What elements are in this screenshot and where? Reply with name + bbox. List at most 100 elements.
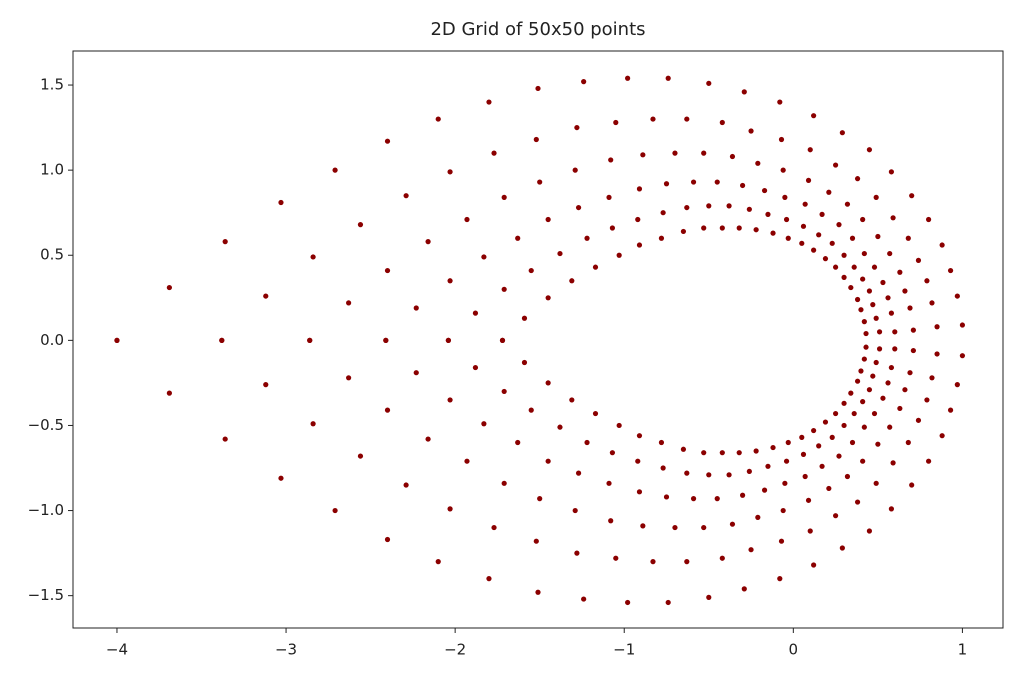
x-tick-label: −3 bbox=[275, 641, 297, 659]
point bbox=[777, 99, 783, 105]
point bbox=[557, 250, 563, 257]
point bbox=[765, 211, 771, 217]
point bbox=[535, 85, 541, 92]
point bbox=[799, 240, 805, 246]
point bbox=[858, 368, 864, 374]
point bbox=[770, 230, 776, 236]
point bbox=[575, 204, 582, 211]
y-tick-label: 1.5 bbox=[40, 76, 64, 94]
point bbox=[876, 346, 883, 352]
point bbox=[521, 359, 528, 366]
point bbox=[592, 410, 599, 417]
point bbox=[888, 364, 895, 371]
point bbox=[833, 264, 839, 270]
point bbox=[384, 267, 391, 274]
point bbox=[491, 524, 497, 531]
point bbox=[819, 211, 825, 217]
point bbox=[613, 555, 619, 561]
point bbox=[778, 538, 785, 544]
point bbox=[875, 233, 881, 240]
point bbox=[849, 235, 856, 241]
point bbox=[472, 364, 479, 371]
point bbox=[719, 555, 725, 561]
point bbox=[777, 576, 783, 582]
point bbox=[740, 182, 746, 189]
point bbox=[278, 475, 284, 481]
point bbox=[545, 295, 551, 301]
point bbox=[606, 194, 612, 200]
point bbox=[753, 227, 759, 233]
point bbox=[726, 472, 732, 478]
point bbox=[332, 507, 338, 514]
point bbox=[802, 473, 808, 480]
point bbox=[569, 397, 575, 403]
point bbox=[848, 284, 854, 291]
point bbox=[660, 210, 666, 216]
point bbox=[785, 439, 791, 446]
point bbox=[616, 252, 622, 258]
point bbox=[741, 89, 747, 95]
x-tick-label: 1 bbox=[958, 641, 968, 659]
point bbox=[780, 167, 786, 173]
point bbox=[851, 410, 857, 417]
point bbox=[501, 388, 507, 395]
point bbox=[841, 274, 847, 280]
chart-title: 2D Grid of 50x50 points bbox=[430, 19, 645, 40]
point bbox=[959, 353, 966, 359]
point bbox=[836, 222, 842, 228]
point bbox=[839, 130, 845, 136]
point bbox=[346, 375, 352, 381]
point bbox=[860, 276, 866, 282]
point bbox=[310, 421, 316, 427]
point bbox=[866, 387, 873, 393]
point bbox=[826, 485, 832, 492]
point bbox=[701, 524, 707, 531]
point bbox=[866, 147, 873, 153]
point bbox=[357, 222, 364, 228]
point bbox=[701, 225, 707, 231]
point bbox=[528, 407, 534, 413]
point bbox=[861, 356, 867, 362]
point bbox=[636, 489, 643, 495]
point bbox=[829, 434, 835, 440]
point bbox=[841, 400, 847, 406]
point bbox=[584, 439, 590, 446]
point bbox=[939, 433, 945, 439]
point bbox=[849, 439, 856, 446]
point bbox=[690, 179, 697, 185]
point bbox=[871, 264, 878, 270]
x-tick-label: 0 bbox=[789, 641, 799, 659]
point bbox=[746, 206, 752, 212]
point bbox=[672, 150, 678, 156]
point bbox=[811, 562, 817, 568]
point bbox=[890, 215, 896, 221]
point bbox=[684, 559, 690, 565]
point bbox=[706, 80, 712, 86]
point bbox=[873, 315, 879, 321]
point bbox=[819, 463, 825, 469]
point bbox=[481, 254, 487, 260]
x-tick-label: −4 bbox=[106, 641, 128, 659]
point bbox=[581, 596, 587, 602]
point bbox=[854, 296, 861, 303]
point bbox=[658, 439, 665, 446]
point bbox=[854, 378, 861, 384]
point bbox=[613, 119, 619, 126]
point bbox=[854, 176, 861, 182]
point bbox=[447, 278, 453, 284]
point bbox=[924, 397, 930, 403]
point bbox=[753, 448, 759, 454]
point bbox=[545, 216, 551, 223]
point bbox=[690, 496, 697, 502]
point bbox=[501, 194, 507, 200]
point bbox=[574, 550, 580, 556]
point bbox=[545, 458, 551, 464]
point bbox=[114, 337, 120, 343]
point bbox=[706, 203, 712, 209]
point bbox=[822, 256, 829, 262]
point bbox=[844, 473, 851, 480]
point bbox=[887, 424, 893, 430]
point bbox=[746, 468, 752, 475]
point bbox=[873, 359, 879, 366]
point bbox=[729, 521, 736, 527]
